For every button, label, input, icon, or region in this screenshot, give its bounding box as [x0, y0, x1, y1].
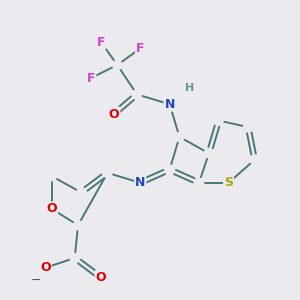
- Text: F: F: [136, 42, 144, 55]
- Text: −: −: [30, 274, 41, 287]
- Text: H: H: [184, 83, 194, 93]
- Text: N: N: [164, 98, 175, 111]
- Text: S: S: [224, 176, 233, 189]
- Text: F: F: [97, 35, 105, 49]
- Text: O: O: [40, 261, 51, 274]
- Text: O: O: [46, 202, 57, 215]
- Text: O: O: [109, 107, 119, 121]
- Text: O: O: [96, 271, 106, 284]
- Text: N: N: [135, 176, 146, 189]
- Text: F: F: [87, 71, 95, 85]
